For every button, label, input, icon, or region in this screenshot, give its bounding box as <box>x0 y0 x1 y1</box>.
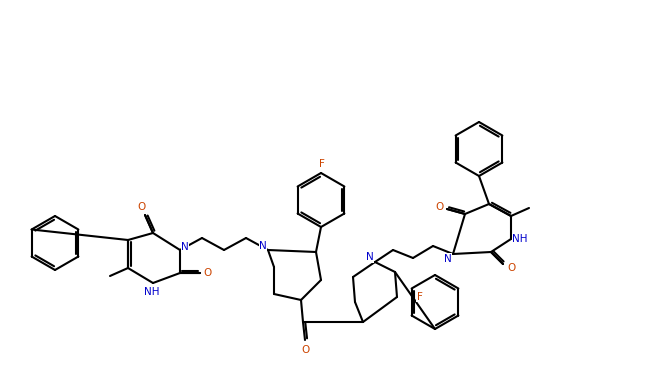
Text: O: O <box>435 202 443 212</box>
Text: NH: NH <box>512 234 528 244</box>
Text: N: N <box>444 254 452 264</box>
Text: F: F <box>319 159 325 169</box>
Text: N: N <box>366 252 374 262</box>
Text: N: N <box>259 241 267 251</box>
Text: O: O <box>138 202 146 212</box>
Text: NH: NH <box>145 287 160 297</box>
Text: O: O <box>507 263 515 273</box>
Text: F: F <box>417 292 423 301</box>
Text: N: N <box>181 242 189 252</box>
Text: O: O <box>301 345 309 355</box>
Text: O: O <box>204 268 212 278</box>
